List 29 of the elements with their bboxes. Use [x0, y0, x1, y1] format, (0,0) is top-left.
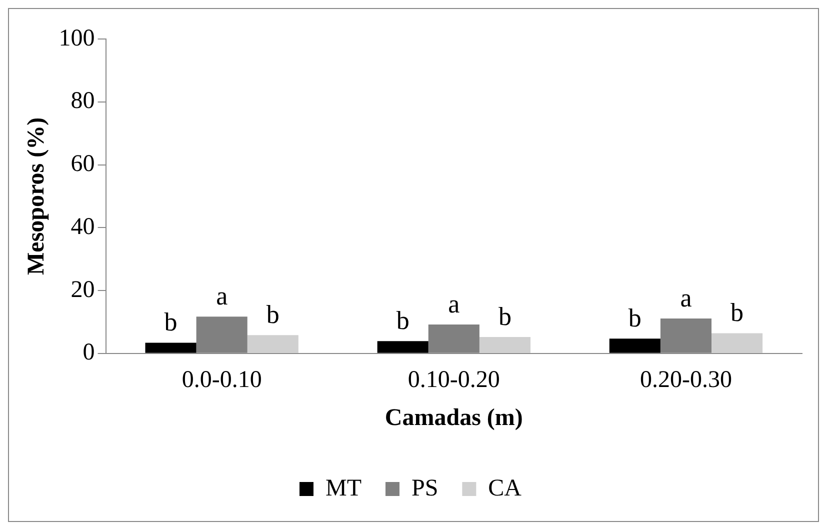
data-label: b: [266, 300, 280, 329]
data-label: a: [216, 281, 228, 310]
data-label: a: [680, 283, 692, 312]
bar: [247, 335, 298, 353]
y-tick-label: 0: [82, 340, 95, 366]
y-axis-title: Mesoporos (%): [24, 117, 50, 275]
y-tick-label: 60: [70, 151, 95, 178]
legend-label: PS: [411, 475, 438, 502]
bar: [145, 342, 196, 353]
legend-label: MT: [325, 475, 362, 502]
x-tick-label: 0.10-0.20: [408, 367, 500, 394]
y-tick-label: 80: [70, 88, 95, 114]
bar: [377, 341, 428, 353]
legend-label: CA: [488, 475, 522, 502]
data-label: a: [448, 289, 460, 318]
bar: [609, 338, 660, 353]
bar: [479, 337, 530, 353]
bar: [711, 333, 763, 353]
x-axis-title: Camadas (m): [384, 404, 523, 431]
data-label: b: [164, 308, 178, 337]
data-label: b: [498, 302, 512, 331]
data-label: b: [396, 306, 410, 335]
y-tick-label: 100: [58, 25, 95, 52]
data-label: b: [730, 298, 744, 328]
x-tick-label: 0.20-0.30: [640, 367, 732, 394]
y-tick-label: 20: [70, 276, 95, 303]
x-tick-label: 0.0-0.10: [182, 367, 262, 394]
y-tick-label: 40: [70, 214, 95, 240]
data-label: b: [628, 303, 642, 332]
